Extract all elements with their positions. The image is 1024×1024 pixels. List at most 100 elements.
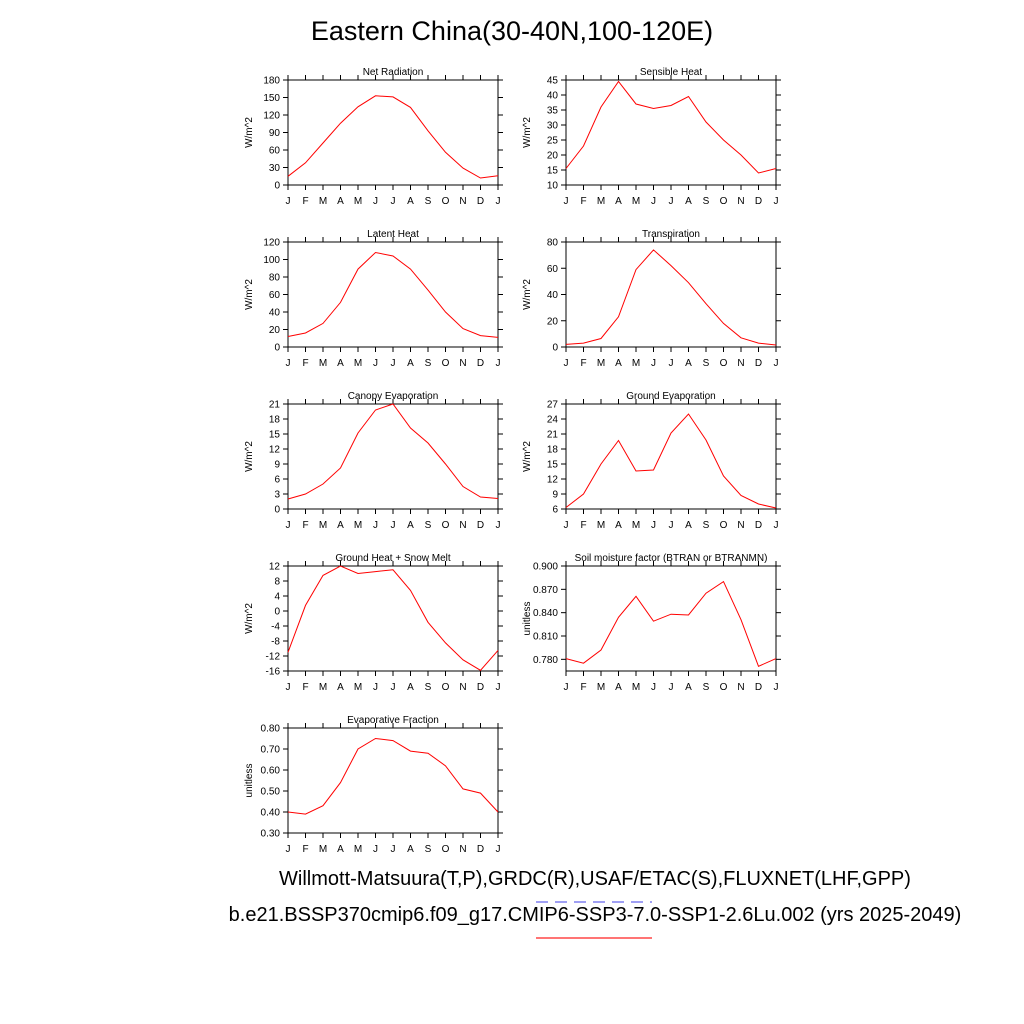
chart-title: Canopy Evaporation <box>348 391 439 402</box>
x-tick-label: A <box>337 196 344 207</box>
y-tick-label: 20 <box>547 151 559 162</box>
y-tick-label: 8 <box>274 577 280 588</box>
x-tick-label: D <box>477 844 484 855</box>
x-tick-label: J <box>373 844 378 855</box>
x-tick-label: A <box>615 358 622 369</box>
x-tick-label: A <box>615 682 622 693</box>
plot-frame <box>565 79 777 186</box>
series-line <box>287 737 499 815</box>
y-tick-label: 0 <box>274 607 280 618</box>
y-tick-label: 0.60 <box>261 766 281 777</box>
plot-frame <box>565 565 777 672</box>
x-tick-label: F <box>580 520 586 531</box>
x-tick-label: A <box>615 196 622 207</box>
y-tick-label: 15 <box>269 430 281 441</box>
chart-title: Latent Heat <box>367 229 419 240</box>
x-tick-label: J <box>496 520 501 531</box>
x-tick-label: S <box>425 358 432 369</box>
x-tick-label: N <box>459 682 466 693</box>
legend-line-model: b.e21.BSSP370cmip6.f09_g17.CMIP6-SSP3-7.… <box>228 904 962 926</box>
y-tick-label: -4 <box>271 622 280 633</box>
chart-title: Soil moisture factor (BTRAN or BTRANMN) <box>575 553 768 564</box>
x-tick-label: A <box>615 520 622 531</box>
x-tick-label: J <box>496 844 501 855</box>
series-line <box>565 413 777 509</box>
x-tick-label: J <box>774 682 779 693</box>
x-tick-label: J <box>774 358 779 369</box>
x-tick-label: J <box>286 196 291 207</box>
y-tick-label: 0.780 <box>533 655 558 666</box>
y-tick-label: 0.40 <box>261 808 281 819</box>
y-axis-label: W/m^2 <box>522 279 533 310</box>
x-tick-label: J <box>669 196 674 207</box>
x-tick-label: J <box>373 196 378 207</box>
x-tick-label: O <box>720 358 728 369</box>
y-axis-label: unitless <box>522 602 533 636</box>
x-tick-label: N <box>459 844 466 855</box>
x-tick-label: J <box>286 520 291 531</box>
x-tick-label: N <box>737 358 744 369</box>
x-tick-label: J <box>373 358 378 369</box>
x-tick-label: O <box>720 520 728 531</box>
x-tick-label: J <box>651 520 656 531</box>
x-tick-label: A <box>337 682 344 693</box>
y-tick-label: 20 <box>269 325 281 336</box>
x-tick-label: J <box>391 358 396 369</box>
x-tick-label: J <box>564 358 569 369</box>
x-tick-label: J <box>669 358 674 369</box>
y-tick-label: 0 <box>274 343 280 354</box>
y-tick-label: 0 <box>552 343 558 354</box>
x-tick-label: A <box>407 196 414 207</box>
x-tick-label: A <box>407 682 414 693</box>
series-line <box>287 95 499 179</box>
x-tick-label: F <box>580 358 586 369</box>
y-tick-label: -16 <box>266 667 281 678</box>
x-tick-label: J <box>564 682 569 693</box>
y-tick-label: 40 <box>547 290 559 301</box>
y-tick-label: 18 <box>547 445 559 456</box>
y-tick-label: 0.810 <box>533 632 558 643</box>
y-axis-label: unitless <box>244 764 255 798</box>
y-tick-label: 0.840 <box>533 608 558 619</box>
y-tick-label: 10 <box>547 181 559 192</box>
y-tick-label: 18 <box>269 415 281 426</box>
x-tick-label: A <box>685 520 692 531</box>
y-axis-label: W/m^2 <box>522 441 533 472</box>
x-tick-label: O <box>720 196 728 207</box>
x-tick-label: F <box>580 196 586 207</box>
y-tick-label: 80 <box>269 273 281 284</box>
series-line <box>287 403 499 500</box>
x-tick-label: M <box>319 358 327 369</box>
x-tick-label: F <box>302 358 308 369</box>
y-tick-label: 0.50 <box>261 787 281 798</box>
x-tick-label: A <box>337 520 344 531</box>
y-tick-label: 24 <box>547 415 559 426</box>
y-tick-label: 9 <box>552 490 558 501</box>
y-tick-label: 0.70 <box>261 745 281 756</box>
x-tick-label: M <box>597 682 605 693</box>
x-tick-label: N <box>459 196 466 207</box>
x-tick-label: M <box>319 196 327 207</box>
x-tick-label: D <box>755 358 762 369</box>
x-tick-label: J <box>651 358 656 369</box>
x-tick-label: J <box>286 844 291 855</box>
plot-frame <box>287 403 499 510</box>
y-tick-label: 21 <box>547 430 559 441</box>
chart-panel: Evaporative Fraction 0.30 0.40 0.50 0.60 0.70… <box>244 715 503 855</box>
chart-title: Transpiration <box>642 229 700 240</box>
x-tick-label: O <box>720 682 728 693</box>
x-tick-label: D <box>477 682 484 693</box>
x-tick-label: J <box>651 196 656 207</box>
y-tick-label: 27 <box>547 400 559 411</box>
chart-title: Ground Evaporation <box>626 391 716 402</box>
y-tick-label: 60 <box>547 264 559 275</box>
series-line <box>565 80 777 174</box>
y-tick-label: 150 <box>263 93 280 104</box>
y-tick-label: 120 <box>263 111 280 122</box>
